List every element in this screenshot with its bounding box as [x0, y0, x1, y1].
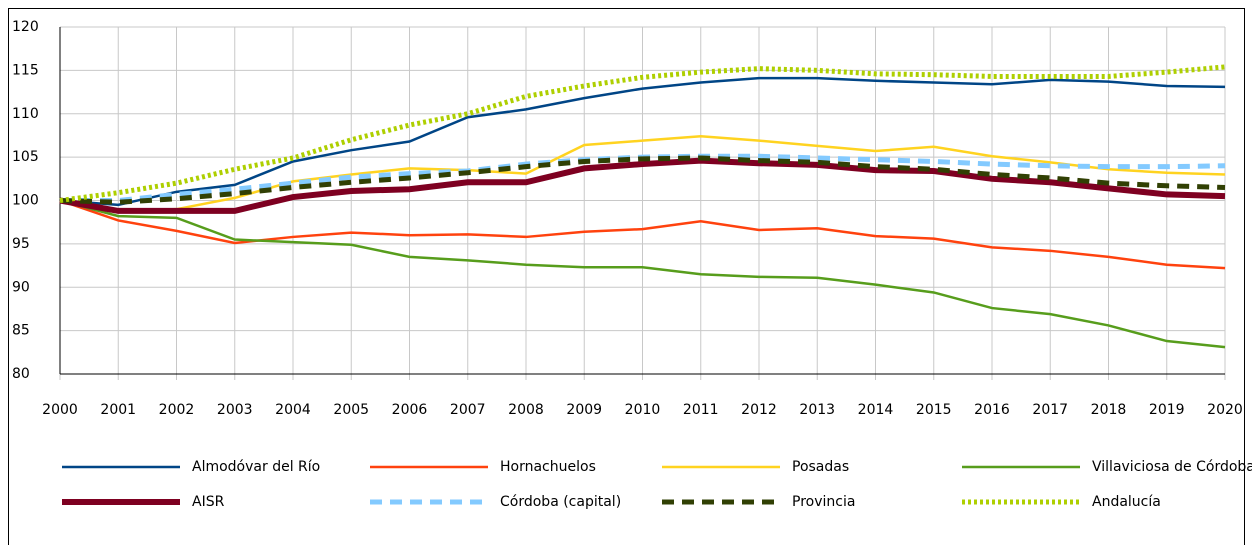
legend-label: Posadas — [792, 459, 849, 475]
series-line — [59, 157, 1226, 214]
series-line — [59, 76, 1226, 207]
y-tick-label: 110 — [12, 106, 39, 122]
y-tick-label: 115 — [12, 62, 39, 78]
x-tick-label: 2008 — [508, 402, 544, 418]
x-tick-label: 2019 — [1149, 402, 1185, 418]
legend-label: AISR — [192, 494, 225, 510]
y-tick-label: 120 — [12, 19, 39, 35]
chart-frame — [8, 8, 1245, 545]
legend-label: Almodóvar del Río — [192, 459, 320, 475]
x-tick-label: 2010 — [625, 402, 661, 418]
x-tick-label: 2007 — [450, 402, 486, 418]
legend-label: Andalucía — [1092, 494, 1161, 510]
legend-label: Córdoba (capital) — [500, 494, 621, 510]
legend-label: Hornachuelos — [500, 459, 596, 475]
x-tick-label: 2015 — [916, 402, 952, 418]
x-tick-label: 2001 — [100, 402, 136, 418]
x-tick-label: 2003 — [217, 402, 253, 418]
x-tick-label: 2017 — [1032, 402, 1068, 418]
series-line — [59, 135, 1226, 213]
series-line — [59, 199, 1226, 349]
x-tick-label: 2009 — [566, 402, 602, 418]
x-tick-label: 2006 — [392, 402, 428, 418]
x-tick-label: 2005 — [333, 402, 369, 418]
series-line — [59, 64, 1226, 203]
x-tick-label: 2016 — [974, 402, 1010, 418]
x-tick-label: 2018 — [1091, 402, 1127, 418]
y-tick-label: 90 — [12, 279, 30, 295]
legend-label: Provincia — [792, 494, 855, 510]
x-tick-label: 2020 — [1207, 402, 1243, 418]
y-tick-label: 80 — [12, 366, 30, 382]
y-tick-label: 105 — [12, 149, 39, 165]
y-tick-label: 95 — [12, 236, 30, 252]
series-line — [59, 155, 1226, 205]
x-tick-label: 2014 — [858, 402, 894, 418]
x-tick-label: 2011 — [683, 402, 719, 418]
x-tick-label: 2004 — [275, 402, 311, 418]
legend-label: Villaviciosa de Córdoba — [1092, 459, 1252, 475]
x-tick-label: 2013 — [799, 402, 835, 418]
y-tick-label: 100 — [12, 193, 39, 209]
x-tick-label: 2012 — [741, 402, 777, 418]
y-tick-label: 85 — [12, 323, 30, 339]
x-tick-label: 2002 — [159, 402, 195, 418]
x-tick-label: 2000 — [42, 402, 78, 418]
